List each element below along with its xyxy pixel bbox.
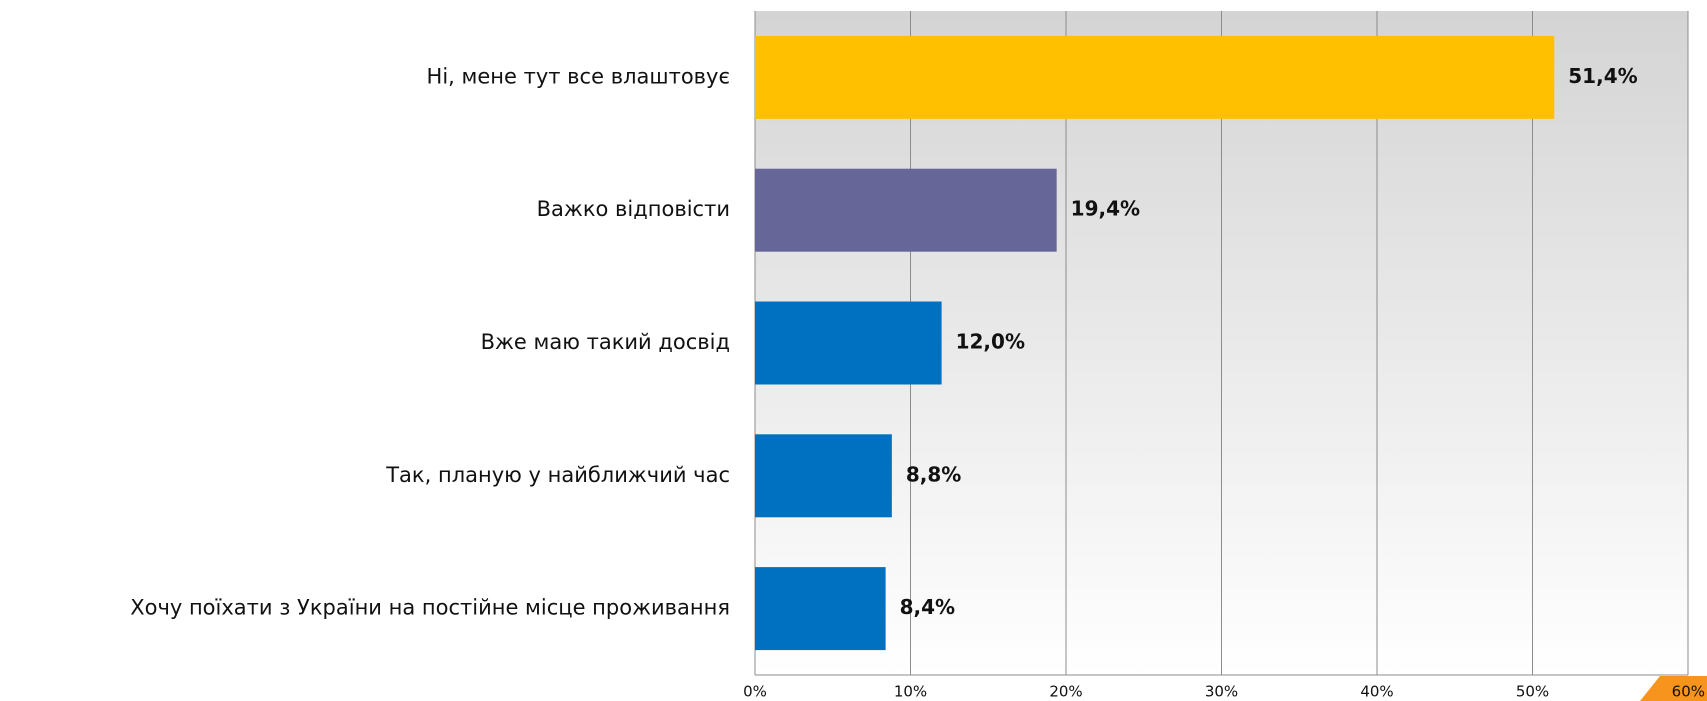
bar: [755, 35, 1555, 119]
x-tick-label: 60%: [1672, 683, 1705, 701]
category-label: Хочу поїхати з України на постійне місце…: [130, 596, 730, 620]
x-tick-label: 30%: [1205, 683, 1238, 701]
x-tick-label: 20%: [1049, 683, 1082, 701]
category-label: Вже маю такий досвід: [481, 330, 730, 354]
bar: [755, 301, 942, 385]
corner-decoration: [1640, 676, 1707, 701]
category-label: Так, планую у найближчий час: [385, 463, 730, 487]
x-tick-label: 40%: [1360, 683, 1393, 701]
bar: [755, 168, 1057, 252]
x-tick-label: 50%: [1516, 683, 1549, 701]
category-label: Важко відповісти: [537, 197, 730, 221]
bar: [755, 434, 892, 518]
x-tick-label: 10%: [894, 683, 927, 701]
value-label: 8,8%: [906, 462, 961, 486]
x-tick-label: 0%: [743, 683, 767, 701]
value-label: 51,4%: [1568, 64, 1637, 88]
value-label: 8,4%: [900, 595, 955, 619]
value-label: 19,4%: [1071, 197, 1140, 221]
bar: [755, 567, 886, 651]
value-label: 12,0%: [956, 330, 1025, 354]
category-label: Ні, мене тут все влаштовує: [427, 64, 730, 88]
